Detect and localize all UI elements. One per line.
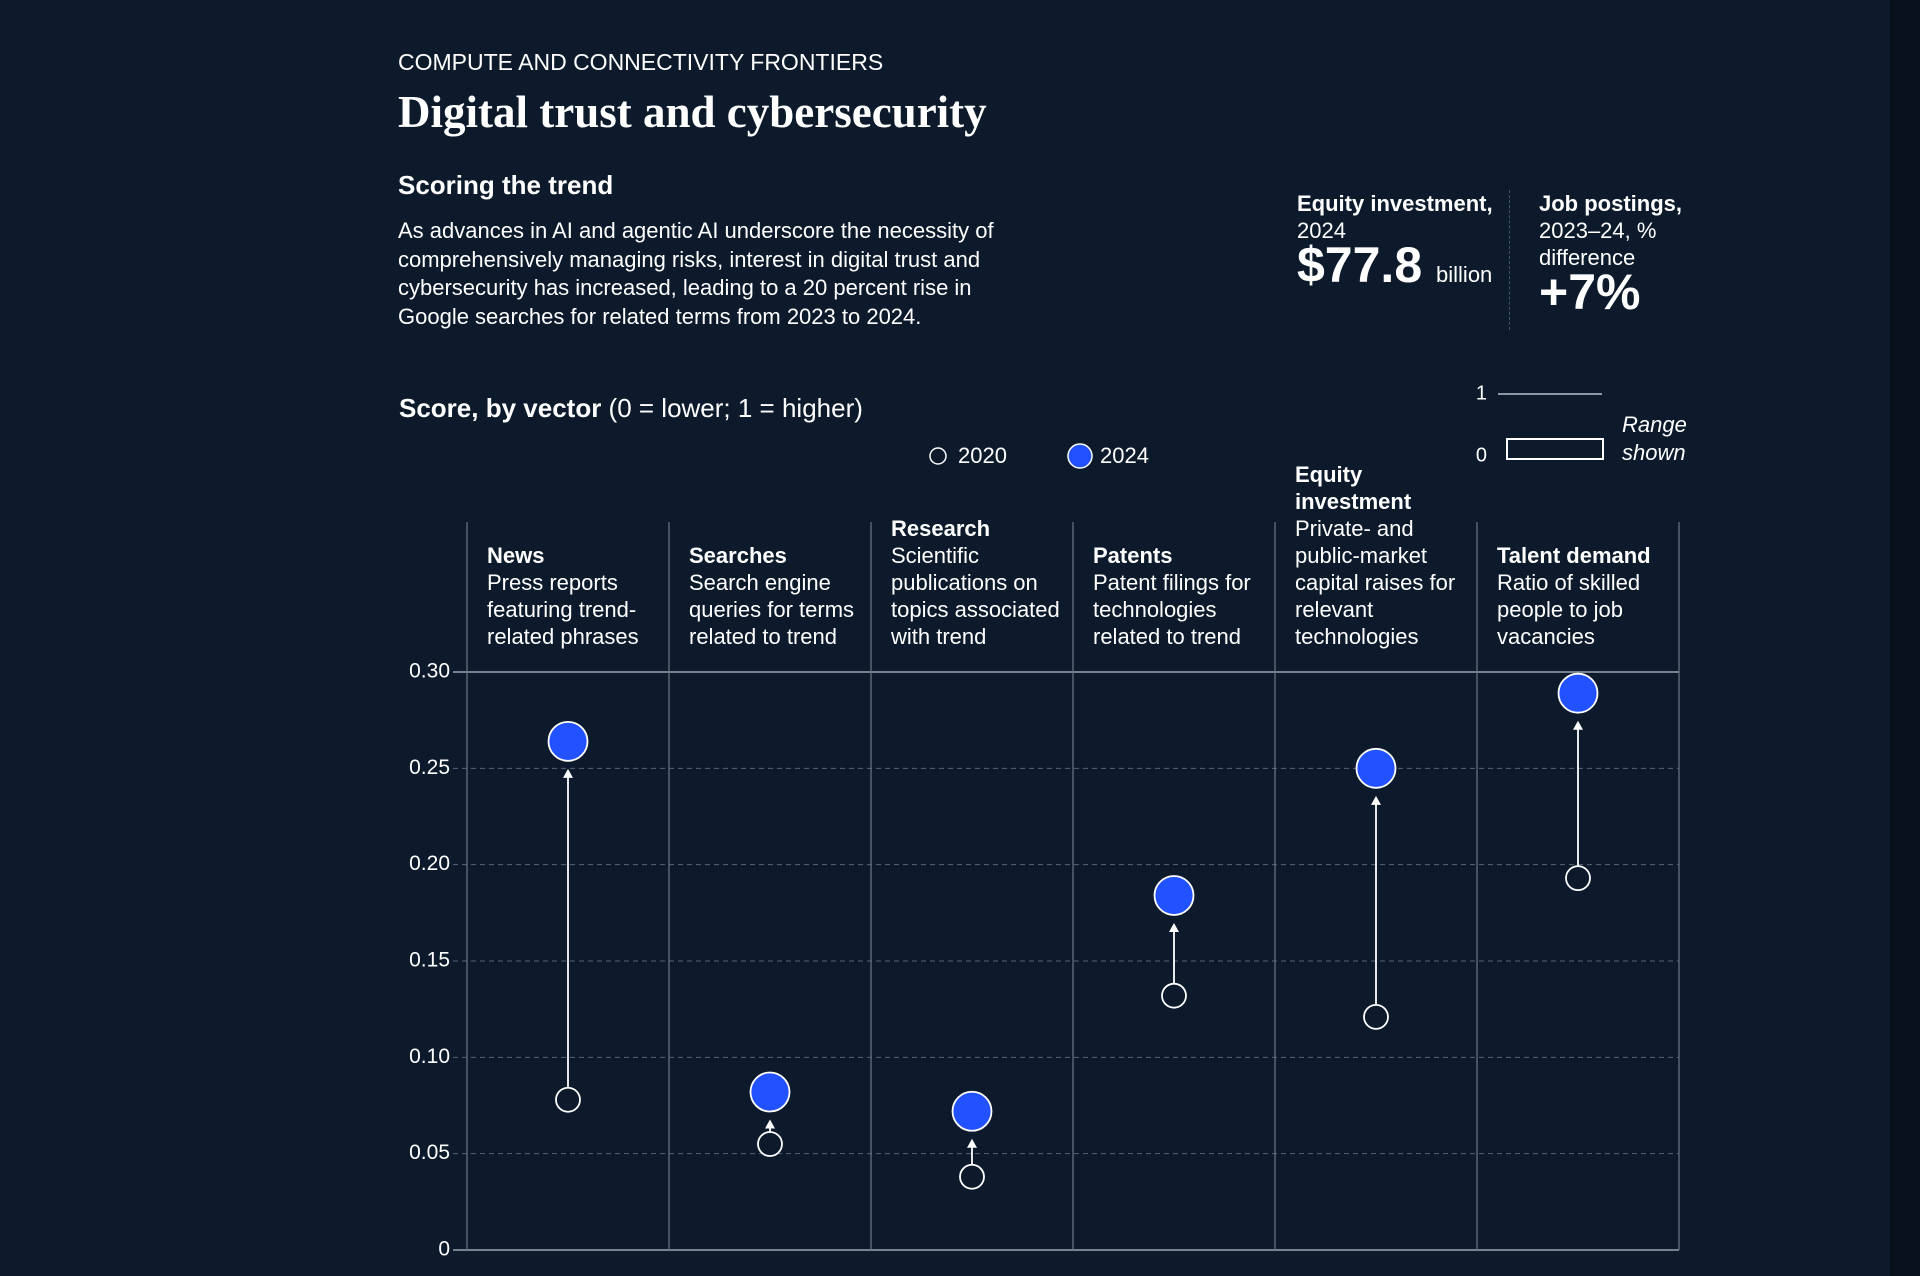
range-max: 1 xyxy=(1476,382,1487,404)
range-label: Range shown xyxy=(1622,412,1687,465)
dot-2024 xyxy=(749,1071,791,1113)
category-label: Equity investment xyxy=(1295,462,1412,514)
dot-2024 xyxy=(951,1090,993,1132)
y-tick-label: 0.20 xyxy=(409,852,450,875)
y-tick-label: 0 xyxy=(438,1238,450,1261)
arrowhead xyxy=(1371,795,1381,805)
legend-label: 2020 xyxy=(958,443,1007,468)
y-tick-label: 0.30 xyxy=(409,660,450,683)
stat: Equity investment, 2024 $77.8 billion xyxy=(1297,190,1497,290)
chart-title: Digital trust and cybersecurity xyxy=(398,87,987,137)
category-label: News xyxy=(487,543,545,568)
axis-note: (0 = lower; 1 = higher) xyxy=(608,393,863,423)
category-description: Press reports featuring trend-related ph… xyxy=(487,570,639,649)
category-description: Scientific publications on topics associ… xyxy=(891,543,1060,649)
arrowhead xyxy=(967,1138,977,1148)
category-label: Patents xyxy=(1093,543,1173,568)
y-tick-label: 0.05 xyxy=(409,1141,450,1164)
arrowhead xyxy=(1573,720,1583,730)
axis-title-main: Score, by vector xyxy=(399,393,602,423)
dot-2024 xyxy=(547,720,589,762)
stat-value: +7% xyxy=(1539,264,1641,320)
description: As advances in AI and agentic AI undersc… xyxy=(398,218,994,329)
column-header: Equity investment Private- and public-mar… xyxy=(1295,462,1473,650)
y-tick-label: 0.10 xyxy=(409,1045,450,1068)
category-description: Ratio of skilled people to job vacancies xyxy=(1497,570,1641,649)
dot-2020 xyxy=(959,1163,985,1190)
dot-2020 xyxy=(1363,1003,1389,1030)
subtitle: Scoring the trend xyxy=(398,170,614,200)
dot-2024 xyxy=(1557,672,1599,714)
arrowhead xyxy=(765,1119,775,1129)
stat-sublabel: 2024 xyxy=(1297,218,1346,243)
category-description: Search engine queries for terms related … xyxy=(689,570,855,649)
legend-marker xyxy=(1067,443,1093,469)
kicker: COMPUTE AND CONNECTIVITY FRONTIERS xyxy=(398,49,884,75)
category-label: Research xyxy=(891,516,991,541)
category-description: Patent filings for technologies related … xyxy=(1093,570,1251,649)
y-tick-label: 0.15 xyxy=(409,949,450,972)
stat-label: Equity investment, xyxy=(1297,191,1493,216)
dot-2020 xyxy=(757,1131,783,1157)
stat-unit: billion xyxy=(1436,262,1493,287)
category-description: Private- and public-market capital raise… xyxy=(1295,516,1456,649)
stat-sublabel: 2023–24, % difference xyxy=(1539,218,1657,270)
column-header: News Press reports featuring trend-relate… xyxy=(487,520,665,650)
legend-label: 2024 xyxy=(1100,443,1149,468)
range-label-line: shown xyxy=(1622,440,1686,465)
range-label-line: Range xyxy=(1622,412,1687,437)
dot-2020 xyxy=(1565,865,1591,892)
column-header: Research Scientific publications on topic… xyxy=(891,516,1069,650)
y-tick-label: 0.25 xyxy=(409,756,450,779)
stat-divider xyxy=(1509,190,1511,330)
stat-label: Job postings, xyxy=(1539,191,1682,216)
arrowhead xyxy=(563,768,573,778)
axis-title: Score, by vector (0 = lower; 1 = higher) xyxy=(399,393,863,424)
stat-number: $77.8 xyxy=(1297,237,1423,293)
legend-marker xyxy=(929,447,947,465)
dot-2020 xyxy=(555,1086,581,1113)
column-header: Talent demand Ratio of skilled people to … xyxy=(1497,520,1675,650)
dot-2024 xyxy=(1355,747,1397,789)
stat-value: $77.8 billion xyxy=(1297,240,1497,290)
edge-shade xyxy=(1890,0,1920,1276)
category-label: Searches xyxy=(689,543,787,568)
dot-2020 xyxy=(1161,982,1187,1009)
arrowhead xyxy=(1169,922,1179,932)
dot-2024 xyxy=(1153,875,1195,916)
category-label: Talent demand xyxy=(1497,543,1651,568)
column-header: Patents Patent filings for technologies r… xyxy=(1093,520,1271,650)
column-header: Searches Search engine queries for terms … xyxy=(689,520,867,650)
stat: Job postings, 2023–24, % difference +7% xyxy=(1539,190,1699,320)
range-box xyxy=(1506,438,1604,460)
range-min: 0 xyxy=(1476,444,1487,466)
